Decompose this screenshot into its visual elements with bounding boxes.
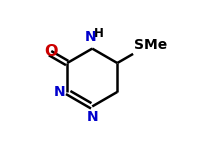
Text: N: N (85, 30, 97, 44)
Text: O: O (44, 44, 57, 59)
Text: N: N (86, 110, 98, 124)
Text: SMe: SMe (134, 38, 167, 52)
Text: H: H (93, 27, 103, 40)
Text: N: N (53, 85, 65, 99)
